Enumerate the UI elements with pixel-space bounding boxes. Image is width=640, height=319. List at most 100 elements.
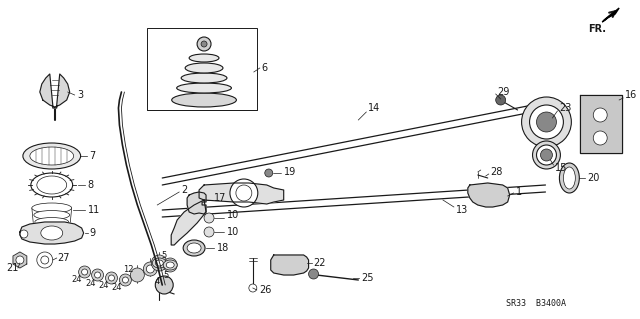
Circle shape bbox=[593, 108, 607, 122]
Text: 23: 23 bbox=[559, 103, 572, 113]
Ellipse shape bbox=[177, 83, 232, 93]
Circle shape bbox=[143, 262, 157, 276]
Ellipse shape bbox=[187, 243, 201, 253]
Circle shape bbox=[79, 266, 91, 278]
Text: 27: 27 bbox=[58, 253, 70, 263]
Circle shape bbox=[156, 276, 173, 294]
Circle shape bbox=[287, 256, 301, 270]
Circle shape bbox=[496, 95, 506, 105]
Polygon shape bbox=[199, 183, 284, 204]
Text: 8: 8 bbox=[88, 180, 93, 190]
Text: 9: 9 bbox=[90, 228, 96, 238]
Text: 24: 24 bbox=[86, 278, 96, 287]
Circle shape bbox=[16, 256, 24, 264]
Circle shape bbox=[82, 269, 88, 275]
Text: 2: 2 bbox=[181, 185, 188, 195]
Bar bbox=[580, 95, 622, 153]
Circle shape bbox=[109, 275, 115, 281]
Text: 20: 20 bbox=[588, 173, 600, 183]
Ellipse shape bbox=[189, 54, 219, 62]
Ellipse shape bbox=[163, 260, 177, 270]
Polygon shape bbox=[602, 8, 619, 22]
Ellipse shape bbox=[532, 141, 561, 169]
Ellipse shape bbox=[31, 173, 73, 197]
Circle shape bbox=[37, 252, 52, 268]
Circle shape bbox=[204, 227, 214, 237]
Text: 5: 5 bbox=[163, 271, 168, 279]
Circle shape bbox=[92, 269, 104, 281]
Text: 12: 12 bbox=[124, 265, 134, 275]
Ellipse shape bbox=[183, 240, 205, 256]
Ellipse shape bbox=[181, 73, 227, 83]
Ellipse shape bbox=[559, 163, 579, 193]
Bar bbox=[147, 28, 257, 110]
Text: 14: 14 bbox=[368, 103, 381, 113]
Ellipse shape bbox=[32, 203, 72, 213]
Circle shape bbox=[151, 255, 167, 271]
Ellipse shape bbox=[536, 145, 556, 165]
Polygon shape bbox=[13, 252, 27, 268]
Polygon shape bbox=[468, 183, 509, 207]
Ellipse shape bbox=[152, 258, 166, 268]
Circle shape bbox=[122, 277, 129, 283]
Circle shape bbox=[483, 191, 493, 201]
Text: 25: 25 bbox=[362, 273, 374, 283]
Text: 13: 13 bbox=[456, 205, 468, 215]
Circle shape bbox=[201, 41, 207, 47]
Text: 5: 5 bbox=[161, 250, 166, 259]
Text: 28: 28 bbox=[491, 167, 503, 177]
Text: 6: 6 bbox=[262, 63, 268, 73]
Ellipse shape bbox=[166, 262, 174, 268]
Text: 15: 15 bbox=[556, 163, 568, 173]
Text: 10: 10 bbox=[227, 227, 239, 237]
Circle shape bbox=[529, 105, 563, 139]
Polygon shape bbox=[271, 255, 308, 275]
Ellipse shape bbox=[37, 176, 67, 194]
Text: 17: 17 bbox=[214, 193, 227, 203]
Circle shape bbox=[265, 169, 273, 177]
Text: 24: 24 bbox=[99, 281, 109, 291]
Circle shape bbox=[131, 268, 145, 282]
Polygon shape bbox=[40, 74, 70, 108]
Circle shape bbox=[290, 259, 298, 267]
Ellipse shape bbox=[41, 226, 63, 240]
Text: 22: 22 bbox=[314, 258, 326, 268]
Text: 4: 4 bbox=[154, 278, 159, 286]
Text: 24: 24 bbox=[111, 284, 122, 293]
Text: 3: 3 bbox=[77, 90, 84, 100]
Circle shape bbox=[593, 131, 607, 145]
Circle shape bbox=[147, 265, 154, 273]
Circle shape bbox=[95, 272, 100, 278]
Text: 16: 16 bbox=[625, 90, 637, 100]
Circle shape bbox=[204, 213, 214, 223]
Ellipse shape bbox=[185, 63, 223, 73]
Circle shape bbox=[20, 230, 28, 238]
Text: 26: 26 bbox=[259, 285, 271, 295]
Text: 29: 29 bbox=[498, 87, 510, 97]
Text: 7: 7 bbox=[90, 151, 96, 161]
Ellipse shape bbox=[156, 260, 163, 266]
Ellipse shape bbox=[30, 147, 74, 165]
Text: SR33  B3400A: SR33 B3400A bbox=[506, 299, 566, 308]
Ellipse shape bbox=[23, 143, 81, 169]
Text: 1: 1 bbox=[516, 187, 522, 197]
Circle shape bbox=[236, 185, 252, 201]
Text: FR.: FR. bbox=[588, 24, 606, 34]
Ellipse shape bbox=[36, 225, 68, 233]
Circle shape bbox=[308, 269, 319, 279]
Ellipse shape bbox=[34, 211, 70, 219]
Circle shape bbox=[536, 112, 556, 132]
Text: 10: 10 bbox=[227, 210, 239, 220]
Circle shape bbox=[41, 256, 49, 264]
Circle shape bbox=[230, 179, 258, 207]
Circle shape bbox=[249, 284, 257, 292]
Ellipse shape bbox=[541, 149, 552, 161]
Polygon shape bbox=[580, 95, 622, 153]
Text: 19: 19 bbox=[284, 167, 296, 177]
Text: 18: 18 bbox=[217, 243, 229, 253]
Circle shape bbox=[163, 258, 177, 272]
Text: 11: 11 bbox=[88, 205, 100, 215]
Circle shape bbox=[197, 37, 211, 51]
Text: 21: 21 bbox=[6, 263, 19, 273]
Circle shape bbox=[106, 272, 118, 284]
